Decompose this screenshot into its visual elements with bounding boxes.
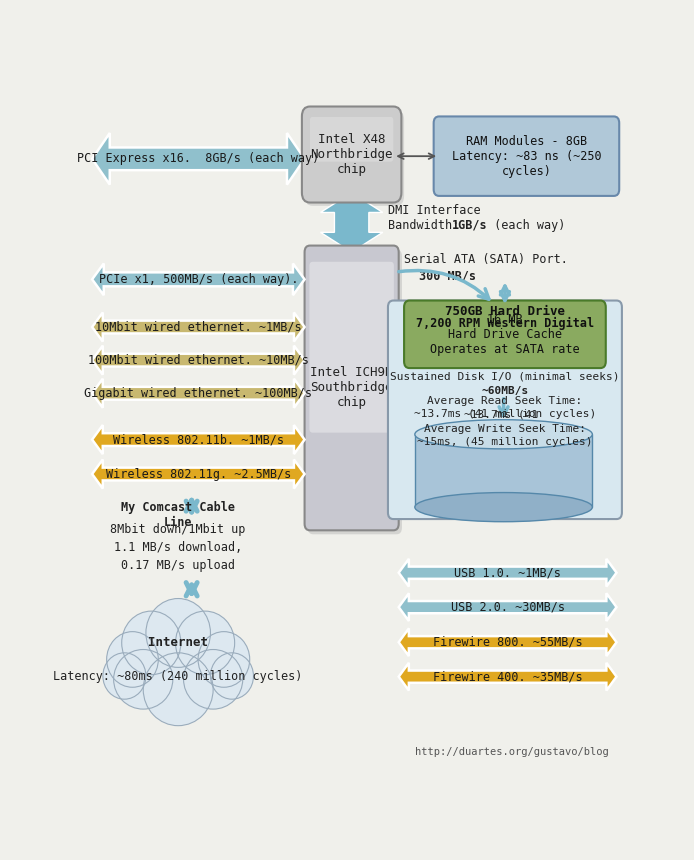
Text: USB 1.0. ~1MB/s: USB 1.0. ~1MB/s: [454, 566, 561, 579]
FancyBboxPatch shape: [310, 117, 393, 162]
Text: 1GB/s: 1GB/s: [451, 218, 487, 231]
Text: DMI Interface: DMI Interface: [388, 204, 480, 217]
Polygon shape: [92, 346, 305, 375]
Text: Gigabit wired ethernet. ~100MB/s: Gigabit wired ethernet. ~100MB/s: [85, 387, 312, 400]
Ellipse shape: [143, 653, 213, 726]
Text: 750GB Hard Drive: 750GB Hard Drive: [445, 305, 565, 318]
FancyBboxPatch shape: [310, 261, 394, 433]
Text: My Comcast Cable
Line: My Comcast Cable Line: [121, 501, 235, 529]
FancyBboxPatch shape: [302, 107, 401, 203]
FancyBboxPatch shape: [308, 249, 402, 534]
Polygon shape: [398, 593, 616, 621]
Text: Firewire 400. ~35MB/s: Firewire 400. ~35MB/s: [433, 670, 582, 683]
Bar: [415, 434, 592, 507]
Text: 300 MB/s: 300 MB/s: [418, 270, 475, 283]
Polygon shape: [92, 133, 305, 185]
Polygon shape: [398, 559, 616, 587]
Ellipse shape: [210, 653, 253, 699]
Text: ~13.7ms (41 million cycles): ~13.7ms (41 million cycles): [414, 409, 596, 420]
Text: Sustained Disk I/O (minimal seeks): Sustained Disk I/O (minimal seeks): [390, 371, 620, 381]
Ellipse shape: [114, 649, 173, 709]
Text: http://duartes.org/gustavo/blog: http://duartes.org/gustavo/blog: [415, 747, 609, 758]
Ellipse shape: [198, 631, 250, 687]
FancyBboxPatch shape: [434, 116, 619, 196]
Text: 8Mbit down/1Mbit up
1.1 MB/s download,
0.17 MB/s upload: 8Mbit down/1Mbit up 1.1 MB/s download, 0…: [110, 523, 246, 572]
Text: ~60MB/s: ~60MB/s: [482, 385, 529, 396]
Text: (each way): (each way): [487, 218, 566, 231]
FancyBboxPatch shape: [305, 110, 404, 206]
Text: Serial ATA (SATA) Port.: Serial ATA (SATA) Port.: [404, 253, 568, 266]
Text: Average Write Seek Time:: Average Write Seek Time:: [424, 424, 586, 434]
FancyBboxPatch shape: [388, 300, 622, 519]
Text: 16 MB
Hard Drive Cache
Operates at SATA rate: 16 MB Hard Drive Cache Operates at SATA …: [430, 313, 579, 356]
Ellipse shape: [107, 631, 158, 687]
Ellipse shape: [183, 649, 243, 709]
Text: PCI Express x16.  8GB/s (each way): PCI Express x16. 8GB/s (each way): [77, 152, 319, 165]
Text: PCIe x1, 500MB/s (each way).: PCIe x1, 500MB/s (each way).: [99, 273, 298, 286]
FancyBboxPatch shape: [305, 246, 398, 531]
Polygon shape: [92, 312, 305, 341]
Polygon shape: [398, 629, 616, 656]
Polygon shape: [398, 663, 616, 691]
Ellipse shape: [146, 599, 210, 667]
Text: Intel ICH9R
Southbridge
chip: Intel ICH9R Southbridge chip: [310, 366, 393, 409]
Text: Bandwidth:: Bandwidth:: [388, 218, 466, 231]
Text: Latency: ~80ms (240 million cycles): Latency: ~80ms (240 million cycles): [53, 669, 303, 683]
Text: 100Mbit wired ethernet. ~10MB/s: 100Mbit wired ethernet. ~10MB/s: [88, 353, 309, 366]
Text: Wireless 802.11g. ~2.5MB/s: Wireless 802.11g. ~2.5MB/s: [105, 468, 291, 481]
Text: Firewire 800. ~55MB/s: Firewire 800. ~55MB/s: [433, 636, 582, 648]
Polygon shape: [92, 378, 305, 408]
Ellipse shape: [176, 611, 235, 675]
FancyBboxPatch shape: [404, 300, 606, 368]
Polygon shape: [92, 459, 305, 488]
Text: Intel X48
Northbridge
chip: Intel X48 Northbridge chip: [310, 133, 393, 176]
Polygon shape: [321, 193, 383, 252]
Text: ~15ms, (45 million cycles): ~15ms, (45 million cycles): [417, 437, 593, 447]
Polygon shape: [92, 263, 305, 295]
Text: Average Read Seek Time:: Average Read Seek Time:: [428, 396, 582, 406]
Ellipse shape: [103, 653, 146, 699]
Text: RAM Modules - 8GB
Latency: ~83 ns (~250
cycles): RAM Modules - 8GB Latency: ~83 ns (~250 …: [452, 135, 601, 178]
Text: 7,200 RPM Western Digital: 7,200 RPM Western Digital: [416, 317, 594, 330]
Text: Wireless 802.11b. ~1MB/s: Wireless 802.11b. ~1MB/s: [113, 433, 284, 446]
Text: 10Mbit wired ethernet. ~1MB/s: 10Mbit wired ethernet. ~1MB/s: [95, 321, 302, 334]
Ellipse shape: [415, 420, 593, 449]
Text: Internet: Internet: [149, 636, 208, 649]
Polygon shape: [92, 425, 305, 454]
Text: ~13.7ms (41: ~13.7ms (41: [464, 409, 545, 420]
Text: USB 2.0. ~30MB/s: USB 2.0. ~30MB/s: [450, 600, 565, 614]
Ellipse shape: [121, 611, 181, 675]
Ellipse shape: [415, 493, 593, 522]
